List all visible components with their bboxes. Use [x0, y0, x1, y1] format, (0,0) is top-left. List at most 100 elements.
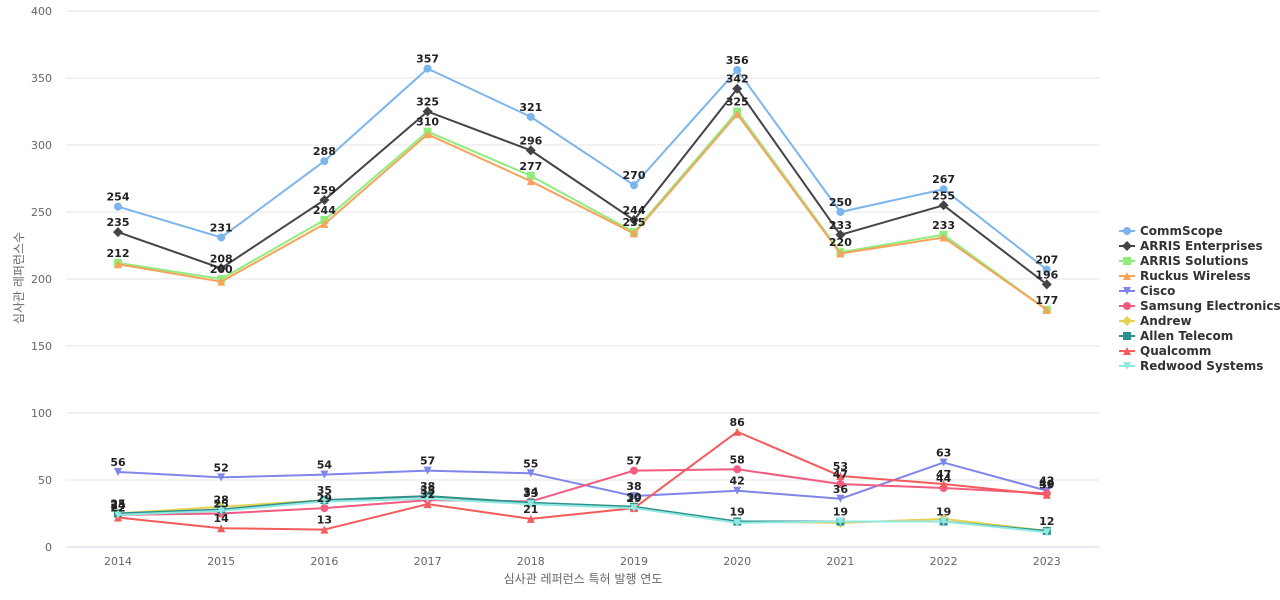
legend-item-andrew[interactable]: Andrew [1119, 314, 1192, 328]
data-point-redwood-systems [320, 497, 329, 506]
legend-item-ruckus-wireless[interactable]: Ruckus Wireless [1119, 269, 1251, 283]
data-point-cisco [526, 469, 535, 478]
data-label-samsung-electronics: 44 [936, 472, 952, 485]
data-label-cisco: 56 [110, 456, 126, 469]
data-label-cisco: 52 [214, 461, 229, 474]
legend-item-arris-solutions[interactable]: ARRIS Solutions [1119, 254, 1248, 268]
data-point-ruckus-wireless [939, 233, 948, 242]
data-label-arris-enterprises: 342 [726, 73, 749, 86]
legend-label: Andrew [1140, 314, 1192, 328]
data-point-ruckus-wireless [526, 177, 535, 186]
data-label-qualcomm: 53 [833, 460, 848, 473]
data-label-allen-telecom: 25 [110, 498, 125, 511]
y-tick-label: 0 [45, 541, 52, 554]
legend-label: CommScope [1140, 224, 1223, 238]
x-tick-label: 2019 [620, 555, 648, 568]
legend-item-commscope[interactable]: CommScope [1119, 224, 1223, 238]
data-label-arris-solutions: 325 [726, 96, 749, 109]
x-tick-label: 2015 [207, 555, 235, 568]
data-label-cisco: 38 [626, 480, 641, 493]
legend-label: Qualcomm [1140, 344, 1211, 358]
y-tick-label: 50 [38, 474, 52, 487]
legend-item-cisco[interactable]: Cisco [1119, 284, 1175, 298]
data-point-cisco [423, 466, 432, 475]
x-tick-label: 2022 [930, 555, 958, 568]
data-label-allen-telecom: 35 [317, 484, 332, 497]
data-label-commscope: 250 [829, 196, 852, 209]
data-point-qualcomm [217, 524, 226, 533]
series-line-samsung-electronics [117, 468, 1047, 516]
data-point-ruckus-wireless [320, 220, 329, 229]
data-point-ruckus-wireless [1042, 305, 1051, 314]
data-point-redwood-systems [423, 494, 432, 503]
x-axis-title: 심사관 레퍼런스 특허 발행 연도 [504, 571, 663, 586]
data-label-qualcomm: 21 [523, 503, 538, 516]
data-label-qualcomm: 32 [420, 488, 435, 501]
data-label-samsung-electronics: 47 [833, 468, 848, 481]
data-label-commscope: 254 [107, 191, 130, 204]
data-point-cisco [217, 473, 226, 482]
data-label-cisco: 54 [317, 459, 333, 472]
data-point-ruckus-wireless [836, 249, 845, 258]
legend-item-samsung-electronics[interactable]: Samsung Electronics [1119, 299, 1280, 313]
y-tick-label: 100 [31, 407, 52, 420]
data-point-arris-enterprises [835, 229, 846, 240]
legend-marker [1123, 272, 1131, 280]
data-point-redwood-systems [836, 517, 845, 526]
data-point-qualcomm [939, 480, 948, 489]
data-label-cisco: 42 [1039, 475, 1054, 488]
data-point-commscope [320, 157, 329, 166]
data-label-arris-enterprises: 296 [519, 134, 542, 147]
data-label-arris-solutions: 310 [416, 116, 439, 129]
data-label-qualcomm: 22 [110, 502, 125, 515]
data-point-qualcomm [1042, 490, 1051, 499]
data-label-arris-enterprises: 255 [932, 189, 955, 202]
data-point-arris-enterprises [525, 145, 536, 156]
series-arris-enterprises [113, 83, 1052, 290]
data-label-allen-telecom: 19 [730, 506, 745, 519]
data-label-allen-telecom: 19 [833, 506, 848, 519]
data-point-commscope [630, 181, 638, 190]
data-label-arris-solutions: 212 [107, 247, 130, 260]
data-point-commscope [939, 185, 948, 194]
data-label-arris-enterprises: 208 [210, 252, 233, 265]
legend-item-allen-telecom[interactable]: Allen Telecom [1119, 329, 1233, 343]
data-label-samsung-electronics: 40 [1039, 477, 1055, 490]
data-point-redwood-systems [939, 517, 948, 526]
x-tick-label: 2017 [414, 555, 442, 568]
legend-marker [1123, 257, 1131, 265]
data-label-allen-telecom: 30 [626, 491, 642, 504]
series-line-arris-enterprises [117, 87, 1048, 286]
data-label-arris-solutions: 200 [210, 263, 233, 276]
series-qualcomm [114, 427, 1051, 534]
legend-label: Allen Telecom [1140, 329, 1233, 343]
data-point-samsung-electronics [836, 480, 845, 489]
data-point-samsung-electronics [733, 465, 742, 474]
y-tick-label: 250 [31, 206, 52, 219]
data-label-arris-solutions: 277 [519, 160, 542, 173]
data-label-arris-enterprises: 244 [623, 204, 646, 217]
data-point-arris-enterprises [1041, 279, 1052, 290]
data-label-allen-telecom: 12 [1039, 515, 1054, 528]
legend-item-qualcomm[interactable]: Qualcomm [1119, 344, 1211, 358]
x-tick-label: 2018 [517, 555, 545, 568]
x-tick-label: 2021 [826, 555, 854, 568]
legend-marker [1123, 362, 1131, 370]
data-labels: 254 231 288 357 321 270 356 250 267 207 235 208 259 3… [107, 53, 1059, 528]
legend-marker [1123, 302, 1131, 310]
data-point-cisco [114, 467, 122, 476]
data-label-arris-enterprises: 196 [1035, 268, 1058, 281]
legend-item-redwood-systems[interactable]: Redwood Systems [1119, 359, 1263, 373]
data-point-arris-enterprises [216, 263, 227, 274]
data-point-qualcomm [423, 500, 432, 509]
series-line-arris-solutions [117, 110, 1048, 311]
data-point-redwood-systems [1042, 528, 1051, 537]
data-label-cisco: 36 [833, 483, 849, 496]
legend-marker [1123, 227, 1131, 235]
legend-item-arris-enterprises[interactable]: ARRIS Enterprises [1119, 239, 1263, 253]
data-label-commscope: 207 [1035, 254, 1058, 267]
data-point-arris-enterprises [113, 227, 123, 238]
data-point-ruckus-wireless [423, 130, 432, 139]
